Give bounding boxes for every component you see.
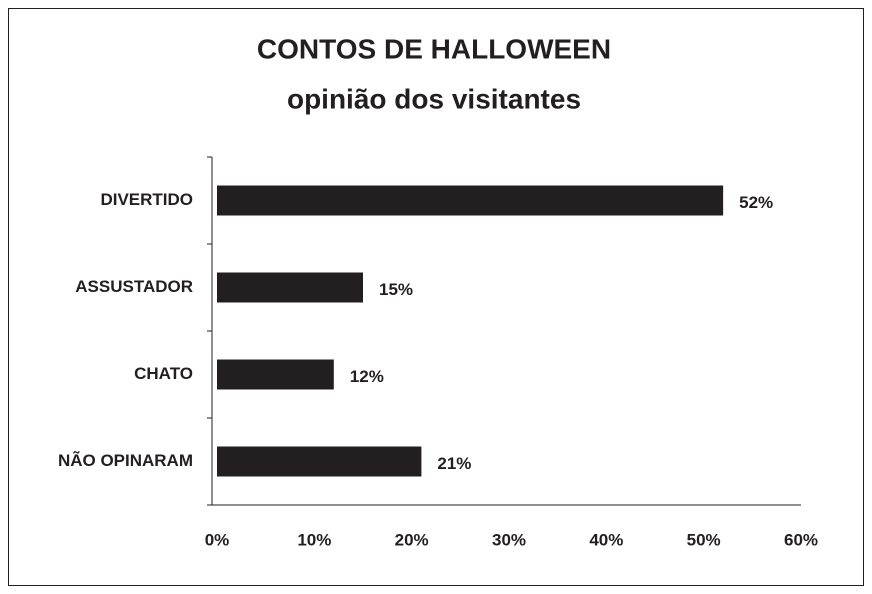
- data-label: 15%: [379, 280, 413, 299]
- data-label: 12%: [350, 367, 384, 386]
- chart-title: CONTOS DE HALLOWEEN: [257, 33, 611, 64]
- y-tick-label: NÃO OPINARAM: [58, 450, 193, 470]
- bar: [217, 185, 724, 216]
- x-tick-label: 20%: [395, 530, 429, 549]
- data-label: 52%: [739, 193, 773, 212]
- x-tick-label: 50%: [687, 530, 721, 549]
- bar: [217, 272, 363, 303]
- x-tick-label: 60%: [784, 530, 818, 549]
- data-label: 21%: [437, 454, 471, 473]
- x-tick-label: 10%: [297, 530, 331, 549]
- y-tick-label: ASSUSTADOR: [75, 277, 193, 296]
- chart-subtitle: opinião dos visitantes: [287, 83, 581, 114]
- x-tick-label: 40%: [589, 530, 623, 549]
- chart-frame: [8, 8, 864, 586]
- bar: [217, 446, 422, 477]
- bar: [217, 359, 334, 390]
- y-tick-label: CHATO: [134, 364, 193, 383]
- y-tick-label: DIVERTIDO: [100, 190, 193, 209]
- x-tick-label: 30%: [492, 530, 526, 549]
- x-tick-label: 0%: [205, 530, 230, 549]
